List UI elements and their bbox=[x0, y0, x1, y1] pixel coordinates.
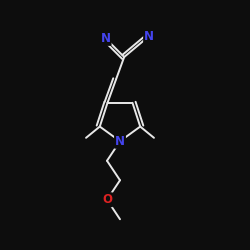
Text: N: N bbox=[100, 32, 110, 45]
Text: N: N bbox=[115, 135, 125, 148]
Text: O: O bbox=[102, 193, 112, 206]
Text: N: N bbox=[144, 30, 154, 43]
